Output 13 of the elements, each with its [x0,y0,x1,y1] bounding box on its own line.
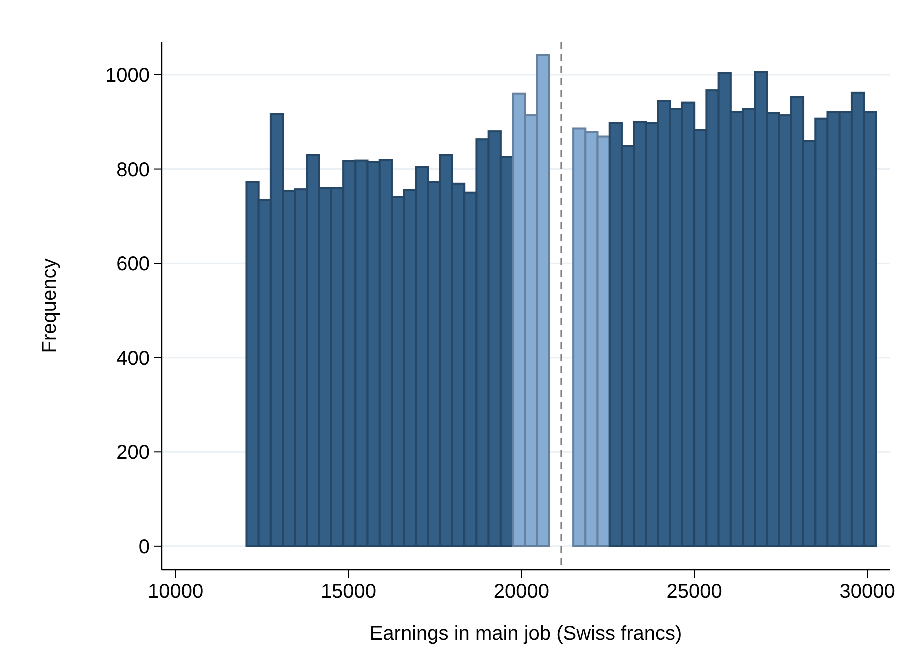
x-tick-label: 10000 [148,581,204,603]
y-tick-label: 200 [116,442,150,464]
y-tick-label: 600 [116,254,150,276]
x-tick-label: 25000 [666,581,722,603]
x-tick-label: 15000 [320,581,377,603]
x-tick-label: 20000 [494,581,550,603]
y-axis-title: Frequency [39,258,61,354]
x-tick-label: 30000 [840,581,896,603]
y-tick-label: 400 [116,348,150,370]
y-tick-label: 1000 [106,65,150,87]
y-tick-label: 800 [116,159,150,182]
x-axis-title: Earnings in main job (Swiss francs) [370,623,682,645]
y-tick-label: 0 [138,536,150,558]
